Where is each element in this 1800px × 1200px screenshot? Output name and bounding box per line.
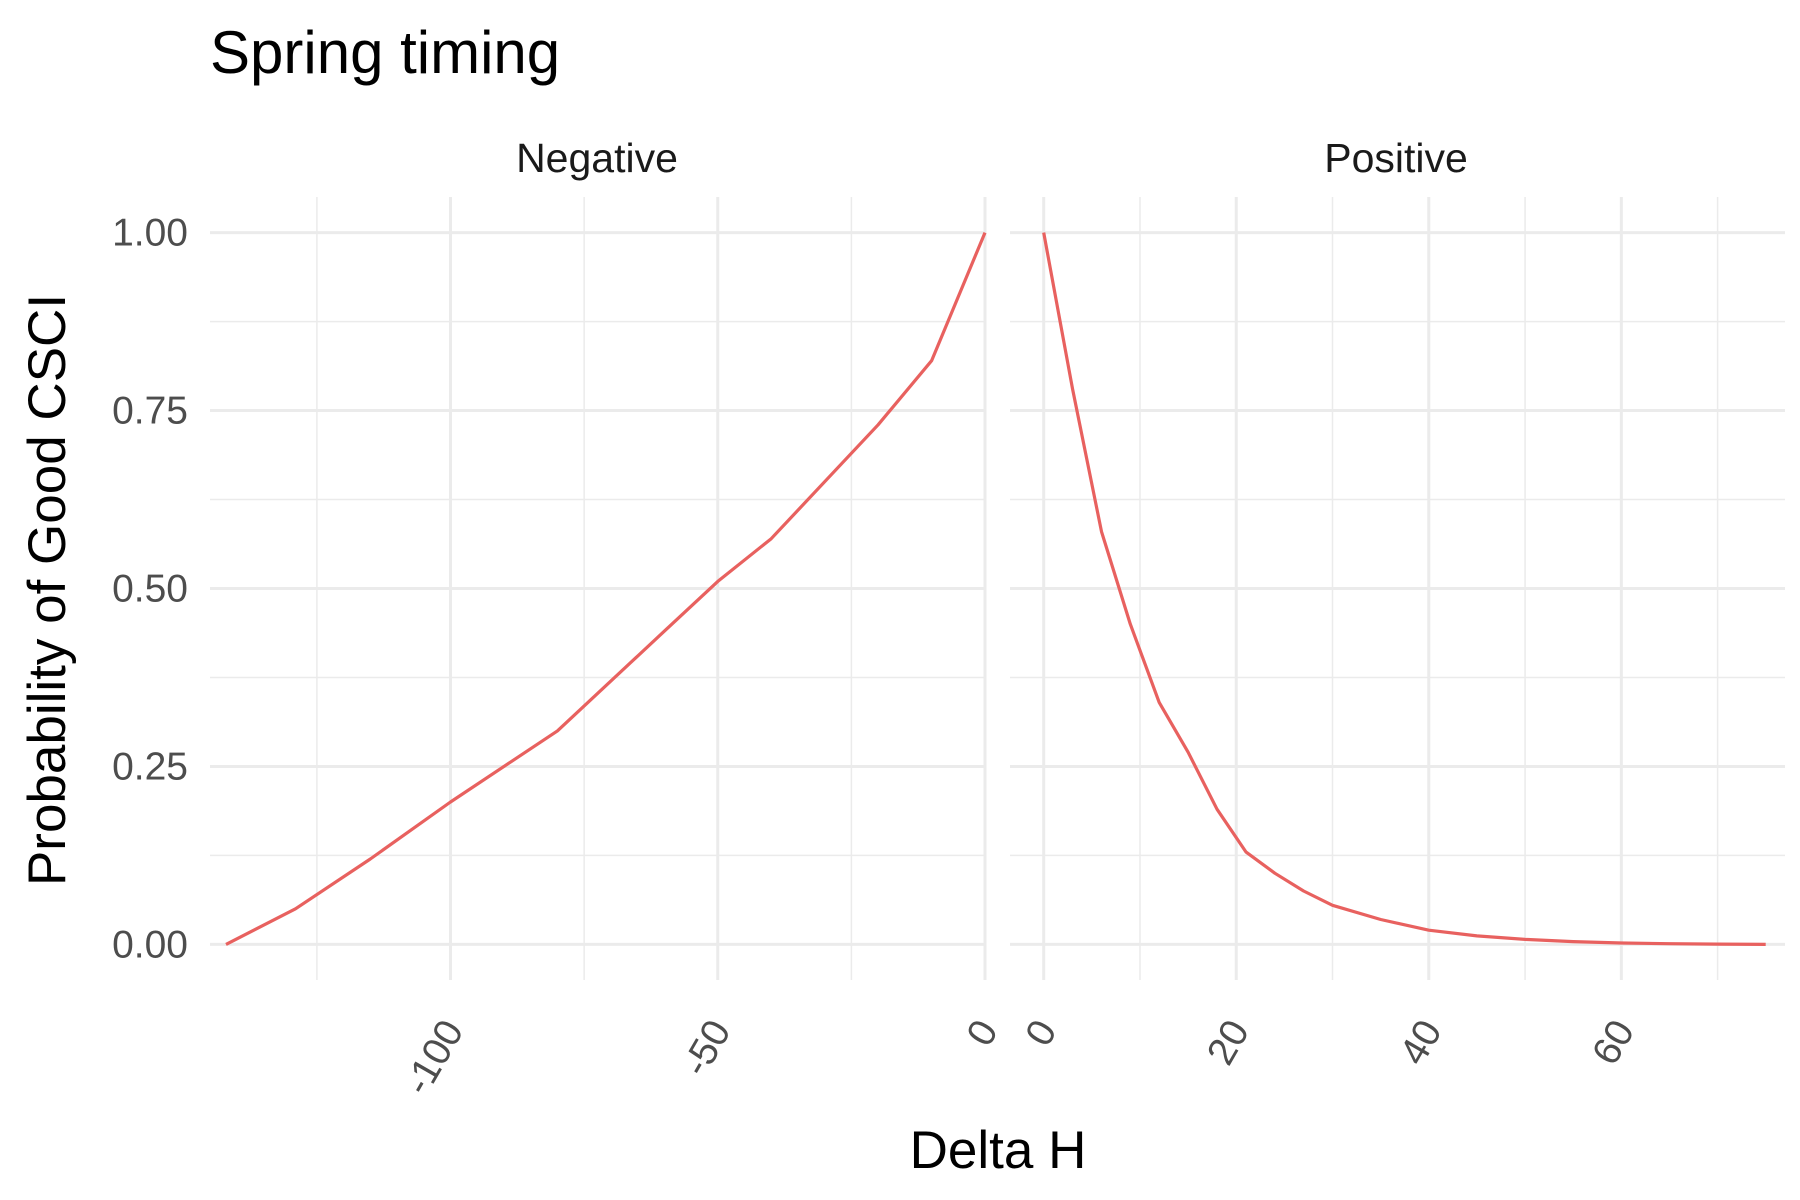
panel-positive: Positive 0 20 40 60 — [1010, 135, 1785, 1072]
y-tick-label: 0.75 — [112, 390, 188, 433]
y-tick-label: 0.00 — [112, 923, 188, 966]
y-axis-ticks: 0.00 0.25 0.50 0.75 1.00 — [112, 212, 188, 967]
x-tick-label: 40 — [1392, 1013, 1451, 1072]
y-tick-label: 0.50 — [112, 568, 188, 611]
panel-negative-series — [225, 231, 987, 946]
x-tick-label: 60 — [1584, 1013, 1643, 1072]
series-line-negative — [225, 231, 987, 946]
panel-negative-strip-label: Negative — [516, 135, 678, 181]
x-tick-label: 0 — [959, 1013, 1007, 1053]
panel-positive-series — [1042, 232, 1766, 946]
x-axis-label: Delta H — [910, 1121, 1087, 1180]
chart-title: Spring timing — [210, 19, 560, 86]
panel-negative-x-ticks: -100 -50 0 — [396, 1013, 1007, 1102]
series-line-positive — [1042, 232, 1766, 946]
panel-negative: Negative -100 -50 0 — [210, 135, 1007, 1102]
panel-positive-grid — [1010, 197, 1785, 980]
y-tick-label: 0.25 — [112, 745, 188, 788]
y-axis-label: Probability of Good CSCI — [18, 294, 77, 886]
panel-positive-x-ticks: 0 20 40 60 — [1017, 1013, 1643, 1072]
x-tick-label: 0 — [1017, 1013, 1065, 1053]
y-tick-label: 1.00 — [112, 212, 188, 255]
x-tick-label: -50 — [674, 1013, 739, 1083]
panel-negative-grid — [210, 197, 987, 980]
x-tick-label: -100 — [396, 1013, 472, 1102]
panel-positive-strip-label: Positive — [1324, 135, 1468, 181]
x-tick-label: 20 — [1199, 1013, 1258, 1072]
